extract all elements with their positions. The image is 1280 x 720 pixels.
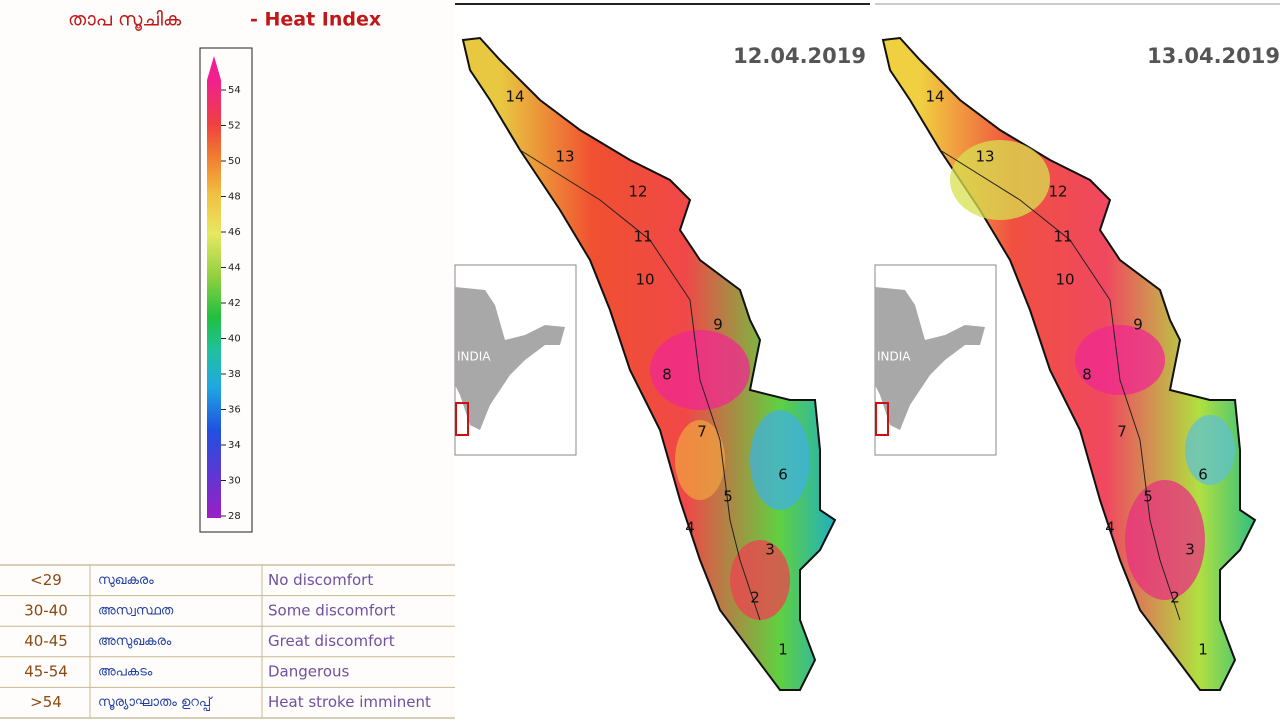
colorbar-tick-label: 52 [228,121,241,132]
label-english: Dangerous [268,663,350,681]
district-number: 13 [555,148,574,166]
label-malayalam: അപകടം [98,665,153,680]
district-number: 6 [1198,466,1208,484]
district-number: 5 [723,488,733,506]
heat-zone [730,540,790,620]
district-number: 8 [662,366,672,384]
district-number: 8 [1082,366,1092,384]
heat-zone [950,140,1050,220]
colorbar-arrow [207,56,221,80]
colorbar-tick-label: 30 [228,476,241,487]
colorbar-tick-label: 46 [228,227,241,238]
colorbar-tick-label: 42 [228,298,241,309]
district-number: 9 [1133,316,1143,334]
range: >54 [30,693,62,711]
heat-zone [1075,325,1165,395]
inset-kerala-box [455,402,469,436]
colorbar-tick-label: 36 [228,405,241,416]
heat-zone [1125,480,1205,600]
district-number: 11 [633,228,652,246]
range: <29 [30,571,62,589]
range: 40-45 [24,632,68,650]
colorbar-tick-label: 38 [228,369,241,380]
colorbar-tick-label: 34 [228,440,241,451]
colorbar-tick-label: 48 [228,192,241,203]
colorbar-frame [199,47,253,533]
district-number: 12 [628,183,647,201]
district-number: 3 [765,541,775,559]
colorbar-tick-label: 28 [228,511,241,522]
title-malayalam: താപ സൂചിക [68,9,182,32]
district-number: 13 [975,148,994,166]
inset-label: INDIA [457,350,491,364]
district-number: 9 [713,316,723,334]
district-number: 2 [1170,589,1180,607]
district-number: 2 [750,589,760,607]
district-number: 14 [505,88,524,106]
district-number: 14 [925,88,944,106]
colorbar-tick-label: 44 [228,263,241,274]
colorbar-tick-label: 40 [228,334,241,345]
heat-zone [1185,415,1235,485]
india-outline [875,287,985,430]
label-malayalam: സൂര്യാഘാതം ഉറപ്പ് [98,695,213,710]
inset-kerala-box [875,402,889,436]
heat-zone [750,410,810,510]
label-english: No discomfort [268,571,373,589]
label-english: Heat stroke imminent [268,693,431,711]
district-number: 7 [1117,423,1127,441]
map-date: 13.04.2019 [1147,44,1280,68]
district-number: 11 [1053,228,1072,246]
india-outline [455,287,565,430]
kerala-map [461,36,837,691]
district-number: 4 [1105,519,1115,537]
district-number: 10 [635,271,654,289]
label-malayalam: അസുഖകരം [98,634,172,649]
district-number: 6 [778,466,788,484]
label-english: Some discomfort [268,601,395,619]
map-date: 12.04.2019 [733,44,866,68]
district-number: 1 [778,641,788,659]
district-number: 10 [1055,271,1074,289]
district-number: 12 [1048,183,1067,201]
district-number: 1 [1198,641,1208,659]
district-border [519,149,761,621]
district-number: 3 [1185,541,1195,559]
title-english: - Heat Index [250,9,381,31]
colorbar [207,80,221,518]
colorbar-tick-label: 54 [228,85,241,96]
label-malayalam: സുഖകരം [98,573,154,588]
range: 30-40 [24,601,68,619]
district-border [939,149,1181,621]
inset-label: INDIA [877,350,911,364]
heat-zone [650,330,750,410]
district-number: 5 [1143,488,1153,506]
colorbar-tick-label: 50 [228,156,241,167]
district-number: 7 [697,423,707,441]
heat-zone [675,420,725,500]
district-number: 4 [685,519,695,537]
label-malayalam: അസ്വസ്ഥത [98,603,174,618]
range: 45-54 [24,663,68,681]
label-english: Great discomfort [268,632,395,650]
left-panel [0,0,455,720]
